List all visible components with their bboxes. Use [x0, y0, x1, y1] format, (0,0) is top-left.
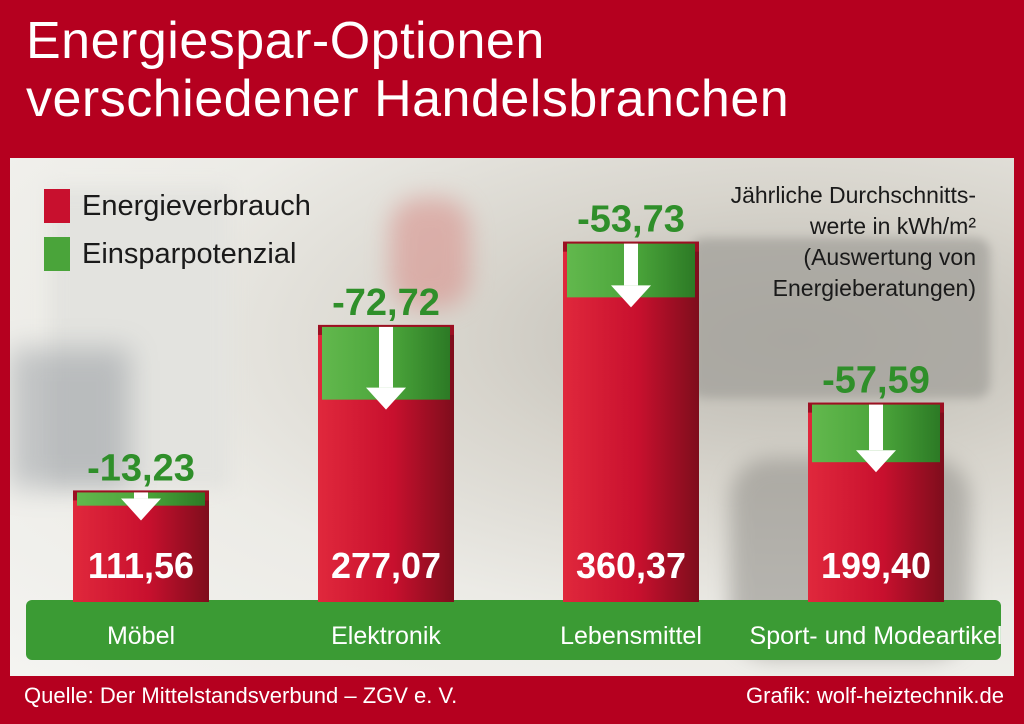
note-line-2: werte in kWh/m²: [809, 213, 976, 239]
savings-value-label: -57,59: [822, 360, 930, 402]
savings-arrow-head: [856, 450, 896, 473]
savings-arrow-shaft: [869, 404, 883, 451]
category-baseline: [26, 600, 1001, 660]
category-label: Möbel: [107, 622, 175, 650]
legend-item-savings: Einsparpotenzial: [44, 230, 311, 278]
note-line-1: Jährliche Durchschnitts-: [730, 182, 976, 208]
savings-arrow-shaft: [379, 326, 393, 388]
chart-title: Energiespar-Optionen verschiedener Hande…: [26, 12, 1006, 128]
consumption-value-label: 360,37: [576, 545, 686, 586]
consumption-value-label: 199,40: [821, 545, 931, 586]
category-label: Lebensmittel: [560, 622, 702, 650]
legend: Energieverbrauch Einsparpotenzial: [44, 182, 311, 278]
credit-text: Grafik: wolf-heiztechnik.de: [746, 683, 1004, 708]
savings-arrow-shaft: [624, 243, 638, 286]
title-line-1: Energiespar-Optionen: [26, 12, 545, 70]
savings-arrow-shaft: [134, 492, 148, 499]
note-line-4: Energieberatungen): [772, 275, 976, 301]
title-line-2: verschiedener Handelsbranchen: [26, 70, 790, 128]
legend-item-consumption: Energieverbrauch: [44, 182, 311, 230]
category-label: Elektronik: [331, 622, 441, 650]
category-label: Sport- und Modeartikel: [750, 622, 1003, 650]
legend-label-consumption: Energieverbrauch: [82, 189, 311, 222]
legend-label-savings: Einsparpotenzial: [82, 237, 297, 270]
savings-arrow-head: [366, 387, 406, 410]
note-line-3: (Auswertung von: [803, 244, 976, 270]
savings-arrow-head: [611, 285, 651, 308]
units-note: Jährliche Durchschnitts- werte in kWh/m²…: [680, 180, 976, 304]
savings-value-label: -72,72: [332, 282, 440, 324]
savings-value-label: -53,73: [577, 199, 685, 241]
savings-arrow-head: [121, 498, 161, 521]
savings-value-label: -13,23: [87, 447, 195, 489]
consumption-value-label: 277,07: [331, 545, 441, 586]
legend-swatch-consumption: [44, 189, 70, 223]
legend-swatch-savings: [44, 237, 70, 271]
source-text: Quelle: Der Mittelstandsverbund – ZGV e.…: [24, 683, 458, 708]
consumption-value-label: 111,56: [88, 545, 194, 586]
